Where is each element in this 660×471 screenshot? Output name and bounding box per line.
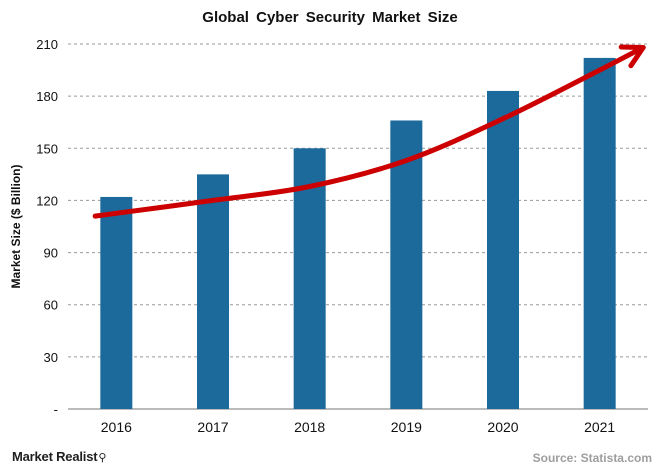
bar [197,174,229,409]
bar [583,57,616,410]
y-tick-label: 210 [36,37,58,52]
brand-logo: Market Realist⚲ [12,449,106,464]
x-tick-label: 2019 [391,419,422,435]
x-tick-label: 2017 [197,419,228,435]
y-tick-label: 60 [44,298,58,313]
x-tick-label: 2018 [294,419,325,435]
bar [487,90,519,409]
bar [293,148,326,410]
source-note: Source: Statista.com [532,451,652,465]
y-tick-label: 150 [36,141,58,156]
magnifier-icon: ⚲ [98,452,107,464]
y-axis-label: Market Size ($ Billion) [9,164,23,288]
x-tick-label: 2021 [584,419,615,435]
y-tick-label: 180 [36,89,58,104]
chart-title: Global Cyber Security Market Size [202,9,458,26]
y-tick-label: 120 [36,193,58,208]
brand-name: Market Realist [12,449,98,464]
bar [390,120,423,409]
y-tick-label: 30 [44,350,58,365]
bar [100,196,133,409]
x-tick-label: 2016 [101,419,132,435]
x-tick-label: 2020 [487,419,518,435]
trend-arrow-line [92,45,646,219]
trend-arrow-head [618,44,646,69]
y-tick-label: - [54,402,58,417]
y-tick-label: 90 [44,246,58,261]
